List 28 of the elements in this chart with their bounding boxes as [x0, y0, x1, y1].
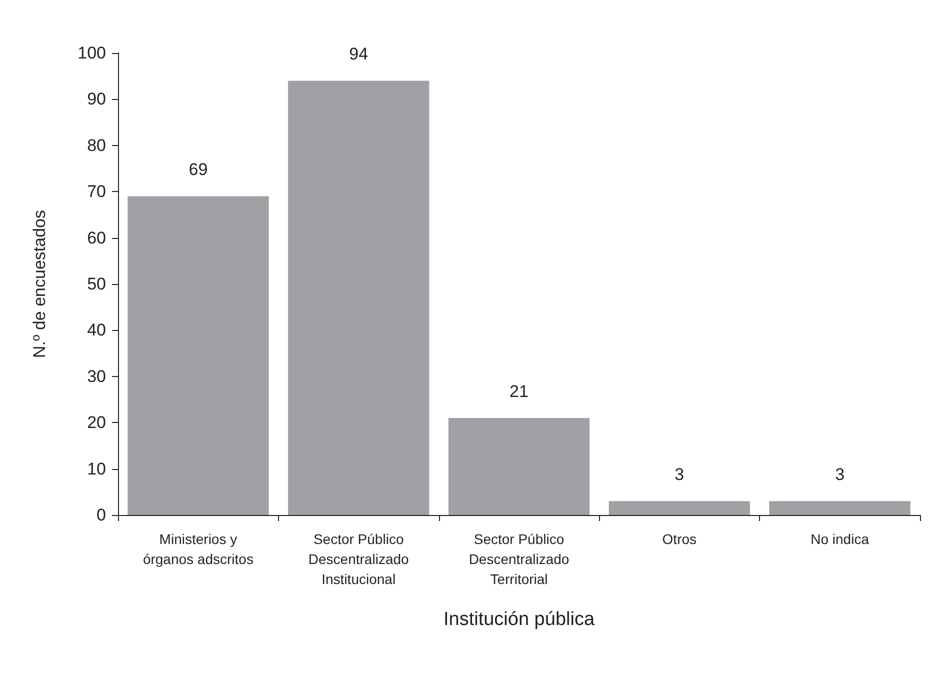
- data-label: 21: [510, 382, 528, 401]
- data-label: 3: [835, 465, 845, 484]
- x-tick-label: Ministerios y órganos adscritos: [142, 531, 254, 567]
- y-tick-label: 20: [87, 413, 106, 432]
- x-tick-label: Sector Público Descentralizado Territorial: [468, 531, 570, 587]
- bar: [448, 418, 590, 515]
- y-tick-label: 80: [87, 136, 106, 155]
- x-tick-label: No indica: [810, 531, 870, 547]
- data-label: 3: [674, 465, 684, 484]
- y-tick-label: 10: [87, 459, 106, 478]
- y-tick-label: 0: [96, 506, 106, 524]
- y-tick-label: 100: [78, 44, 106, 62]
- y-tick-label: 70: [87, 182, 106, 202]
- y-axis-title: N.º de encuestados: [30, 210, 49, 358]
- data-label: 69: [188, 160, 208, 180]
- y-tick-label: 30: [87, 366, 106, 386]
- y-tick-label: 50: [87, 274, 106, 294]
- bar: [128, 196, 269, 515]
- y-tick-label: 40: [87, 320, 106, 340]
- bar: [769, 501, 910, 515]
- x-axis-title: Institución pública: [443, 609, 595, 630]
- data-label: 94: [349, 44, 368, 64]
- y-tick-label: 90: [87, 90, 106, 109]
- y-tick-label: 60: [87, 228, 106, 248]
- bar: [288, 80, 430, 515]
- x-tick-label: Otros: [662, 531, 697, 547]
- bar: [608, 501, 750, 515]
- x-tick-label: Sector Público Descentralizado Institucional: [308, 531, 410, 587]
